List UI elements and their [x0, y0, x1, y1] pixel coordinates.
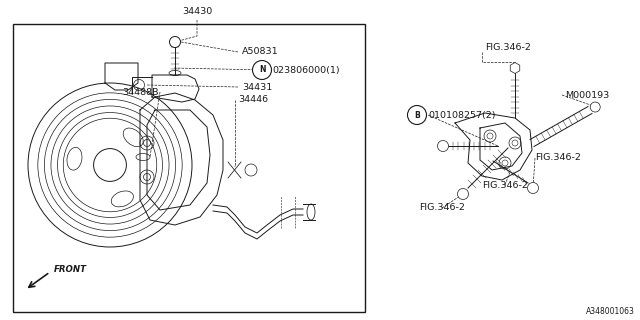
Text: B: B [414, 110, 420, 119]
Circle shape [458, 188, 468, 199]
Bar [13, 24, 365, 312]
Text: A50831: A50831 [242, 47, 278, 57]
Text: M000193: M000193 [565, 91, 609, 100]
Text: 34431: 34431 [242, 83, 272, 92]
Circle shape [253, 60, 271, 79]
Text: 34488B: 34488B [122, 87, 159, 97]
Circle shape [408, 106, 426, 124]
Text: FIG.346-2: FIG.346-2 [485, 44, 531, 52]
Text: 34430: 34430 [182, 7, 212, 16]
Text: FIG.346-2: FIG.346-2 [419, 204, 465, 212]
Text: A348001063: A348001063 [586, 307, 635, 316]
Text: FIG.346-2: FIG.346-2 [482, 180, 528, 189]
Text: N: N [259, 66, 265, 75]
Text: FRONT: FRONT [54, 266, 87, 275]
Circle shape [590, 102, 600, 112]
Text: 010108257(2): 010108257(2) [428, 110, 495, 119]
Circle shape [527, 182, 538, 194]
Text: 023806000(1): 023806000(1) [272, 66, 340, 75]
Text: FIG.346-2: FIG.346-2 [535, 154, 581, 163]
Circle shape [438, 140, 449, 151]
Text: 34446: 34446 [238, 95, 268, 105]
Circle shape [170, 36, 180, 47]
